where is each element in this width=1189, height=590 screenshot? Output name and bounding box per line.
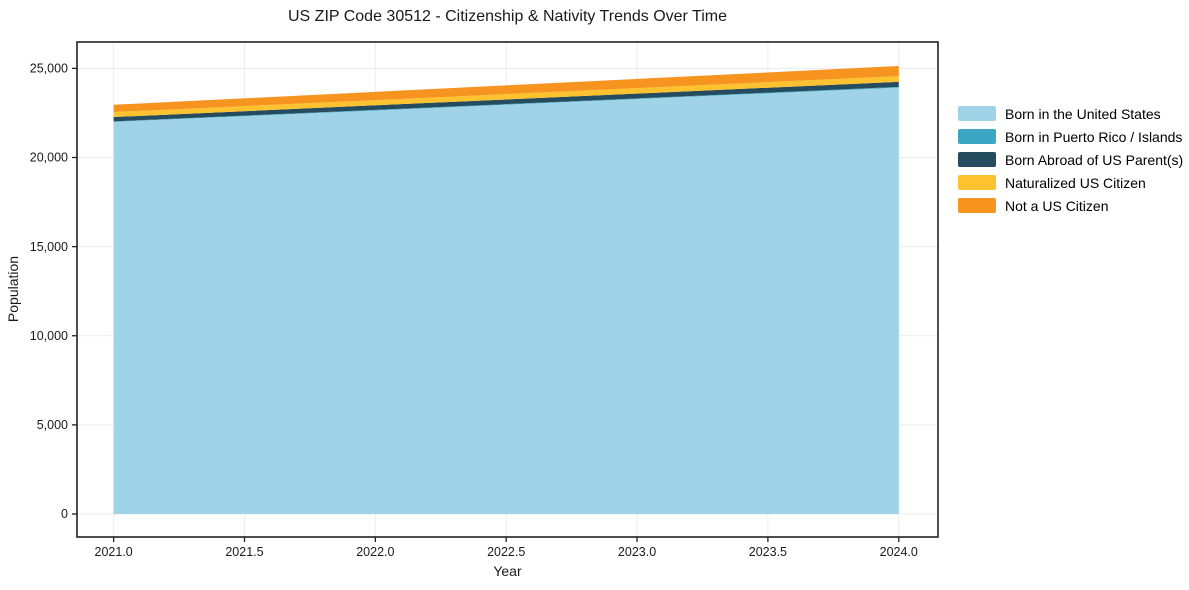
legend-swatch [958, 152, 996, 167]
legend-swatch [958, 106, 996, 121]
y-tick-label: 0 [61, 507, 68, 521]
legend-label: Naturalized US Citizen [1005, 174, 1146, 191]
area-series [113, 87, 899, 515]
y-tick-label: 10,000 [30, 329, 68, 343]
legend-item: Born Abroad of US Parent(s) [958, 151, 1184, 168]
legend-label: Born in the United States [1005, 105, 1161, 122]
axes-box [76, 41, 939, 538]
y-tick-label: 15,000 [30, 240, 68, 254]
legend-swatch [958, 198, 996, 213]
chart-title: US ZIP Code 30512 - Citizenship & Nativi… [288, 8, 727, 25]
area-series [113, 65, 899, 113]
x-tick-label: 2023.5 [749, 545, 787, 559]
legend-label: Not a US Citizen [1005, 197, 1109, 214]
legend-label: Born in Puerto Rico / Islands [1005, 128, 1183, 145]
y-tick-label: 5,000 [37, 418, 68, 432]
x-tick-label: 2022.5 [487, 545, 525, 559]
legend: Born in the United States Born in Puerto … [958, 106, 1183, 221]
x-tick-label: 2023.0 [618, 545, 656, 559]
x-axis-label: Year [493, 563, 522, 579]
x-tick-label: 2021.5 [225, 545, 263, 559]
area-series [113, 76, 899, 118]
area-series [113, 81, 899, 122]
legend-item: Not a US Citizen [958, 197, 1183, 214]
x-tick-label: 2024.0 [880, 545, 918, 559]
legend-item: Born in Puerto Rico / Islands [958, 128, 1183, 145]
y-tick-label: 25,000 [30, 62, 68, 76]
legend-swatch [958, 175, 996, 190]
y-tick-label: 20,000 [30, 151, 68, 165]
x-tick-label: 2021.0 [95, 545, 133, 559]
area-series [113, 86, 899, 122]
x-tick-label: 2022.0 [356, 545, 394, 559]
legend-swatch [958, 129, 996, 144]
legend-item: Naturalized US Citizen [958, 174, 1183, 191]
legend-item: Born in the United States [958, 105, 1183, 122]
y-axis-label: Population [5, 255, 21, 323]
legend-label: Born Abroad of US Parent(s) [1005, 151, 1184, 168]
